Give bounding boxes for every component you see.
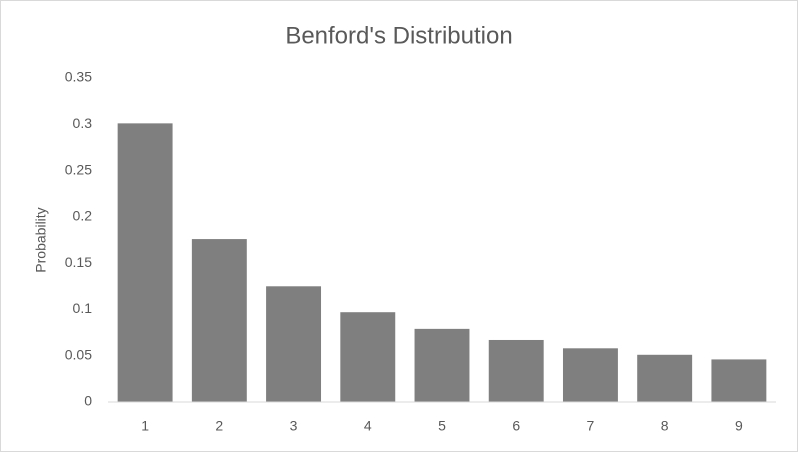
x-tick-label: 6: [512, 418, 520, 434]
y-tick-label: 0.3: [73, 115, 93, 131]
x-tick-label: 5: [438, 418, 446, 434]
bar: [266, 286, 322, 402]
bar: [340, 312, 396, 402]
x-tick-label: 7: [587, 418, 595, 434]
y-tick-label: 0.05: [65, 346, 92, 362]
bar: [117, 123, 173, 403]
y-tick-label: 0.15: [65, 254, 92, 270]
x-tick-label: 2: [215, 418, 223, 434]
y-tick-label: 0.35: [65, 69, 92, 85]
y-tick-label: 0.1: [73, 300, 93, 316]
x-tick-label: 1: [141, 418, 149, 434]
y-axis-label: Probability: [33, 207, 49, 272]
y-tick-label: 0: [84, 393, 92, 409]
chart-title: Benford's Distribution: [285, 22, 512, 49]
x-tick-label: 9: [735, 418, 743, 434]
x-tick-label: 8: [661, 418, 669, 434]
x-tick-label: 4: [364, 418, 372, 434]
y-tick-label: 0.2: [73, 208, 93, 224]
bar: [488, 339, 544, 402]
bar: [414, 328, 470, 402]
bar: [562, 348, 618, 402]
bar: [191, 239, 247, 402]
y-tick-label: 0.25: [65, 161, 92, 177]
bar: [637, 354, 693, 402]
bar: [711, 359, 767, 402]
x-tick-label: 3: [290, 418, 298, 434]
